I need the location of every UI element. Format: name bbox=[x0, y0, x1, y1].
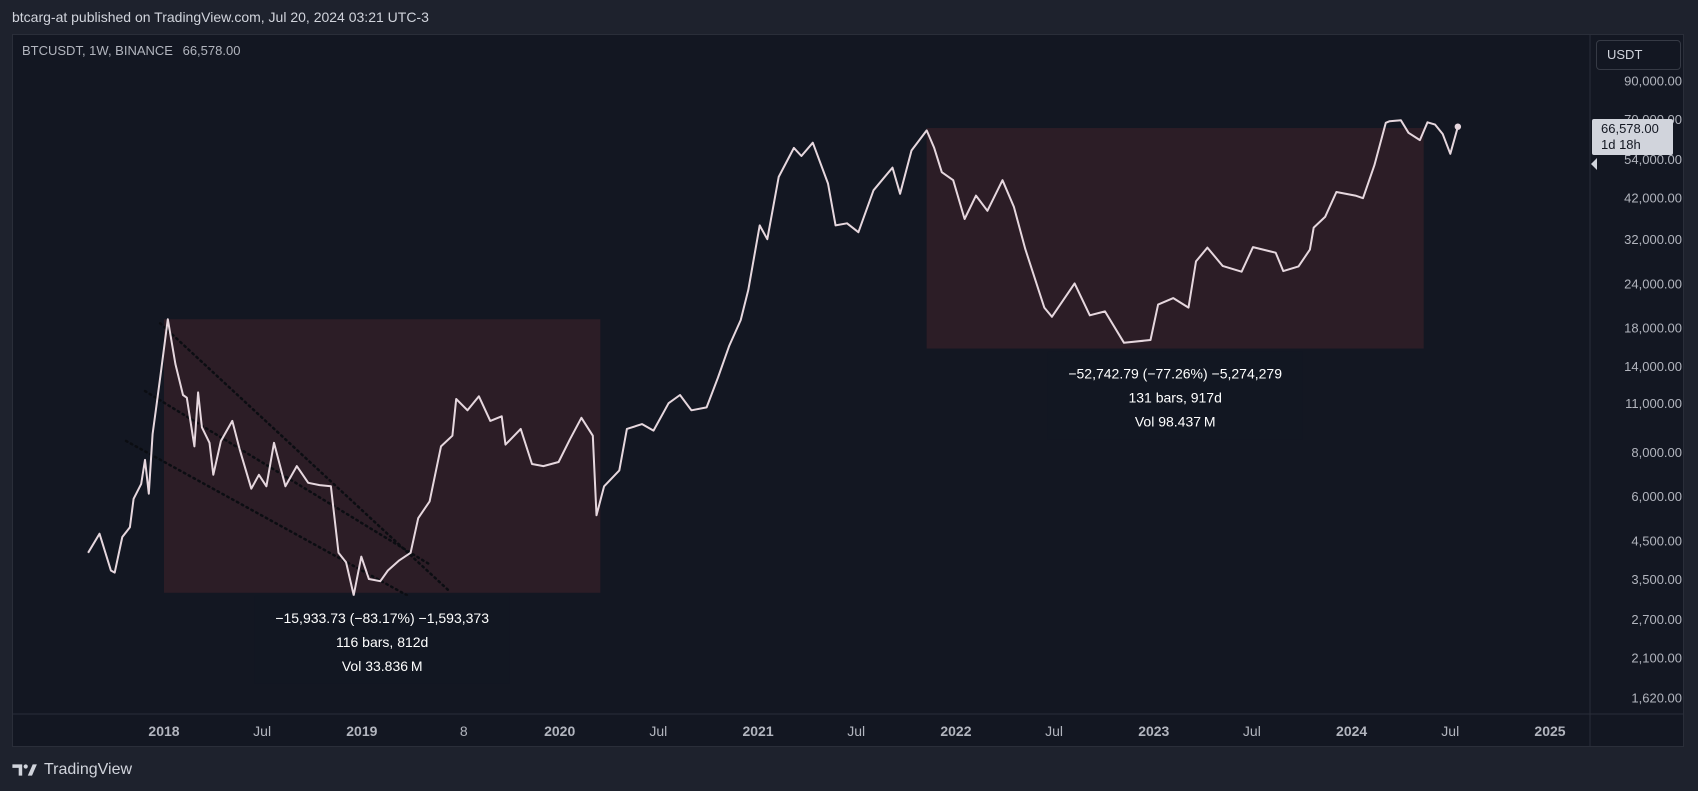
y-tick-label: 11,000.00 bbox=[1625, 396, 1682, 411]
y-tick-label: 2,100.00 bbox=[1631, 650, 1682, 665]
tradingview-branding[interactable]: TradingView bbox=[12, 761, 132, 779]
x-tick-label: 2024 bbox=[1336, 723, 1367, 739]
legend-price: 66,578.00 bbox=[182, 43, 241, 58]
publish-bar: btcarg-at published on TradingView.com, … bbox=[0, 0, 1698, 34]
trendline-1 bbox=[124, 439, 409, 597]
measurement-text-1: −15,933.73 (−83.17%) −1,593,373 bbox=[275, 610, 489, 626]
measurement-text-3: Vol 98.437 M bbox=[1135, 414, 1216, 430]
y-tick-label: 32,000.00 bbox=[1624, 232, 1682, 247]
trendline-2 bbox=[143, 389, 431, 566]
y-tick-label: 24,000.00 bbox=[1624, 276, 1682, 291]
x-tick-label: 2021 bbox=[742, 723, 773, 739]
x-tick-label: 2019 bbox=[346, 723, 377, 739]
brand-name: TradingView bbox=[44, 761, 133, 778]
y-tick-label: 1,620.00 bbox=[1631, 690, 1682, 705]
measurement-text-1: −52,742.79 (−77.26%) −5,274,279 bbox=[1068, 366, 1282, 382]
bar-countdown: 1d 18h bbox=[1601, 137, 1641, 152]
y-tick-label: 2,700.00 bbox=[1631, 612, 1682, 627]
x-tick-label: 2020 bbox=[544, 723, 575, 739]
measurement-text-2: 116 bars, 812d bbox=[336, 634, 428, 650]
price-marker-arrow bbox=[1591, 158, 1597, 170]
measurement-box-1 bbox=[164, 319, 601, 593]
measurement-label-2: −52,742.79 (−77.26%) −5,274,279 131 bars,… bbox=[1047, 351, 1303, 440]
x-tick-label: Jul bbox=[253, 723, 271, 739]
y-tick-label: 8,000.00 bbox=[1631, 445, 1682, 460]
y-tick-label: 14,000.00 bbox=[1624, 359, 1682, 374]
y-tick-label: 18,000.00 bbox=[1624, 321, 1682, 336]
y-tick-label: 90,000.00 bbox=[1624, 73, 1682, 88]
measurement-text-2: 131 bars, 917d bbox=[1128, 390, 1221, 406]
x-tick-label: Jul bbox=[1441, 723, 1459, 739]
x-tick-label: Jul bbox=[1045, 723, 1063, 739]
x-tick-label: 8 bbox=[460, 723, 468, 739]
symbol-label: BTCUSDT, 1W, BINANCE bbox=[22, 43, 173, 58]
y-tick-label: 6,000.00 bbox=[1631, 489, 1682, 504]
measurement-label-bg bbox=[254, 595, 510, 684]
symbol-legend[interactable]: BTCUSDT, 1W, BINANCE 66,578.00 bbox=[22, 43, 240, 58]
x-tick-label: Jul bbox=[649, 723, 667, 739]
trendline-3 bbox=[158, 322, 450, 592]
x-tick-label: 2023 bbox=[1138, 723, 1169, 739]
x-tick-label: Jul bbox=[847, 723, 865, 739]
x-tick-label: 2018 bbox=[148, 723, 179, 739]
y-tick-label: 4,500.00 bbox=[1631, 533, 1682, 548]
published-info: btcarg-at published on TradingView.com, … bbox=[12, 9, 429, 25]
last-price-value: 66,578.00 bbox=[1601, 121, 1659, 136]
tradingview-logo-icon bbox=[12, 764, 37, 776]
last-price-tag: 66,578.00 1d 18h bbox=[1592, 119, 1673, 155]
measurement-box-2 bbox=[926, 128, 1424, 349]
measurement-text-3: Vol 33.836 M bbox=[342, 658, 423, 674]
x-tick-label: 2022 bbox=[940, 723, 971, 739]
x-tick-label: Jul bbox=[1243, 723, 1261, 739]
measurement-label-1: −15,933.73 (−83.17%) −1,593,373 116 bars,… bbox=[254, 595, 510, 684]
currency-unit-button[interactable]: USDT bbox=[1596, 40, 1681, 70]
x-tick-label: 2025 bbox=[1534, 723, 1565, 739]
y-tick-label: 54,000.00 bbox=[1624, 152, 1682, 167]
y-tick-label: 42,000.00 bbox=[1624, 190, 1682, 205]
measurement-label-bg bbox=[1047, 351, 1303, 440]
y-tick-label: 3,500.00 bbox=[1631, 572, 1682, 587]
last-price-dot bbox=[1454, 123, 1462, 130]
price-line bbox=[87, 119, 1459, 597]
